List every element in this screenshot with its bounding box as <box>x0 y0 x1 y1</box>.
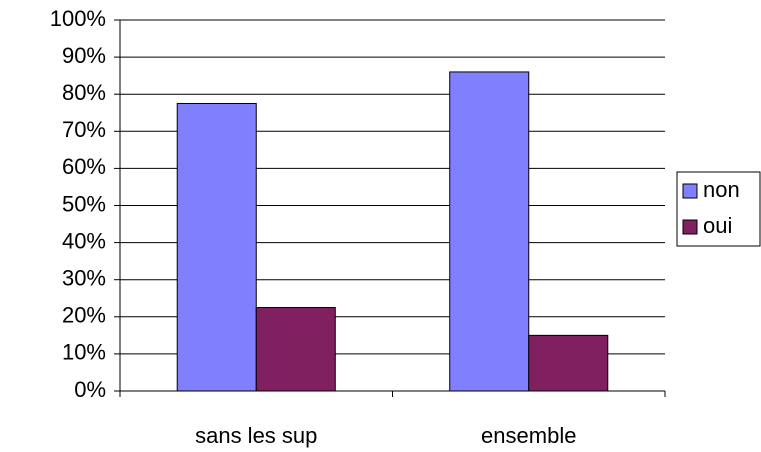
bar <box>255 307 336 392</box>
x-tick-label: ensemble <box>481 423 576 448</box>
bar <box>176 102 257 392</box>
legend-label: oui <box>703 213 732 238</box>
y-tick-label: 50% <box>62 191 106 216</box>
legend-swatch <box>682 219 698 235</box>
y-tick-label: 60% <box>62 154 106 179</box>
y-tick-label: 30% <box>62 266 106 291</box>
y-tick-label: 80% <box>62 80 106 105</box>
x-tick-label: sans les sup <box>195 423 317 448</box>
bar <box>449 71 530 392</box>
y-tick-label: 70% <box>62 117 106 142</box>
bar <box>528 334 609 392</box>
y-tick-label: 0% <box>74 377 106 402</box>
legend-swatch <box>682 183 698 199</box>
y-tick-label: 100% <box>50 6 106 31</box>
y-tick-label: 40% <box>62 228 106 253</box>
legend-label: non <box>703 177 740 202</box>
y-tick-label: 90% <box>62 43 106 68</box>
y-tick-label: 20% <box>62 303 106 328</box>
y-tick-label: 10% <box>62 340 106 365</box>
